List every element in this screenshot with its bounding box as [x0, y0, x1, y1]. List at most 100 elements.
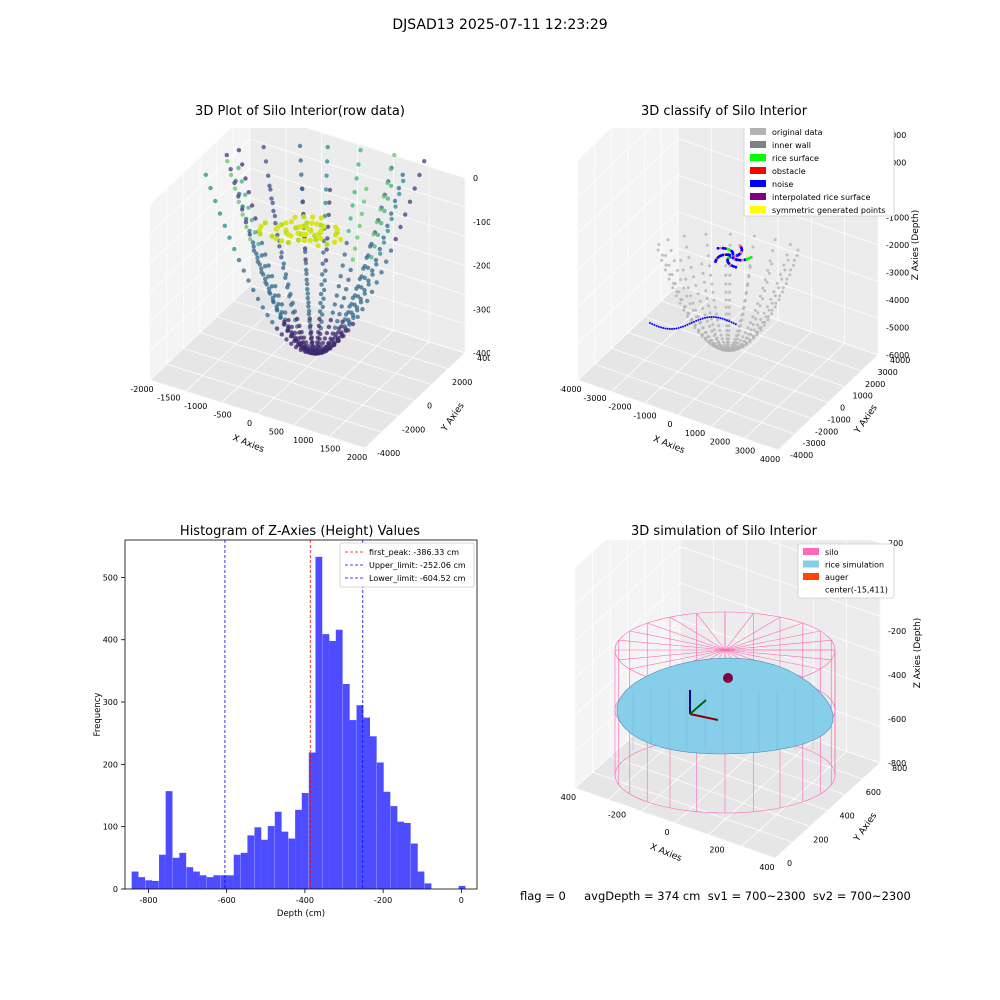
raw-point	[358, 296, 363, 302]
raw-point	[320, 261, 325, 266]
raw-point	[299, 340, 304, 346]
noise-point	[671, 328, 673, 330]
raw-point	[350, 321, 356, 327]
histogram-bar	[390, 806, 398, 889]
original-data-point	[686, 311, 690, 315]
raw-point	[240, 212, 245, 217]
original-data-point	[734, 334, 738, 338]
y-tick-label: 0	[840, 404, 845, 413]
original-data-point	[746, 336, 750, 340]
raw-point	[326, 324, 332, 330]
raw-point	[350, 257, 356, 262]
raw-point	[286, 282, 291, 287]
original-data-point	[671, 286, 675, 290]
histogram-bar	[233, 854, 241, 889]
raw-point	[277, 244, 282, 249]
original-data-point	[670, 273, 674, 277]
raw-point	[372, 244, 377, 249]
original-data-point	[727, 312, 731, 316]
raw-point	[412, 186, 417, 191]
original-data-point	[657, 243, 661, 246]
raw-surface-point	[262, 220, 268, 226]
noise-point	[660, 326, 662, 329]
raw-surface-point	[269, 233, 275, 239]
raw-point	[348, 267, 353, 273]
original-data-point	[765, 280, 769, 284]
raw-point-cloud	[203, 143, 427, 356]
original-data-point	[725, 324, 729, 328]
raw-point	[366, 282, 371, 287]
raw-point	[355, 308, 360, 313]
surface-point	[723, 247, 727, 250]
raw-surface-point	[331, 239, 338, 245]
raw-point	[323, 268, 328, 273]
original-data-point	[694, 315, 698, 319]
original-data-point	[717, 344, 720, 348]
x-tick-label: -400	[296, 896, 314, 905]
silo-spoke	[618, 649, 726, 661]
raw-point	[344, 240, 349, 246]
raw-point	[232, 186, 238, 191]
x-tick-label: -2000	[608, 403, 631, 412]
original-data-point	[718, 329, 722, 333]
raw-surface-point	[314, 221, 320, 227]
original-data-point	[738, 338, 742, 342]
raw-surface-point	[324, 241, 330, 247]
raw-point	[289, 341, 294, 346]
original-data-point	[691, 301, 695, 305]
x-tick-label: -2000	[130, 385, 153, 394]
raw-point	[368, 244, 373, 249]
raw-point	[243, 216, 249, 222]
raw-point	[249, 218, 254, 223]
y-tick-label: 500	[103, 573, 118, 582]
raw-point	[266, 274, 271, 279]
raw-point	[325, 144, 330, 150]
raw-point	[244, 224, 249, 230]
legend-label: center(-15,411)	[825, 586, 888, 595]
y-tick-label: 2000	[865, 380, 885, 389]
original-data-point	[708, 340, 712, 344]
original-data-point	[729, 347, 733, 351]
original-data-point	[686, 315, 689, 318]
noise-point	[649, 322, 651, 324]
raw-point	[316, 330, 321, 335]
raw-point	[317, 309, 323, 314]
raw-point	[236, 165, 241, 171]
original-data-point	[712, 334, 716, 338]
raw-point	[340, 263, 345, 268]
noise-point	[677, 327, 680, 329]
legend-swatch	[803, 560, 819, 568]
histogram-bar	[315, 556, 323, 889]
surface-point	[745, 257, 749, 261]
original-data-point	[754, 330, 758, 334]
original-data-point	[712, 298, 716, 302]
raw-point	[246, 278, 251, 283]
original-data-point	[733, 346, 737, 350]
legend-label: rice surface	[772, 154, 819, 163]
original-data-point	[788, 243, 792, 246]
raw-point	[355, 235, 360, 240]
raw-point	[240, 207, 245, 212]
original-data-point	[746, 326, 750, 330]
original-data-point	[712, 328, 716, 332]
legend-swatch	[750, 141, 766, 148]
original-data-point	[759, 317, 763, 321]
auger-x-arrow	[689, 713, 719, 721]
z-tick-label: -200	[888, 627, 906, 636]
z-tick-label: -1000	[473, 218, 490, 227]
original-data-point	[775, 281, 779, 285]
original-data-point	[762, 311, 766, 315]
classified-point-cloud	[649, 232, 800, 353]
raw-point	[250, 240, 256, 245]
histogram-bar	[417, 871, 425, 889]
raw-point	[269, 196, 274, 201]
surface-point	[739, 251, 743, 254]
raw-point	[301, 335, 307, 340]
raw-point	[273, 221, 278, 226]
raw-surface-point	[318, 222, 324, 228]
raw-point	[222, 223, 227, 228]
original-data-point	[660, 258, 664, 262]
x-tick-label: -1000	[633, 411, 656, 420]
noise-point	[730, 321, 733, 324]
